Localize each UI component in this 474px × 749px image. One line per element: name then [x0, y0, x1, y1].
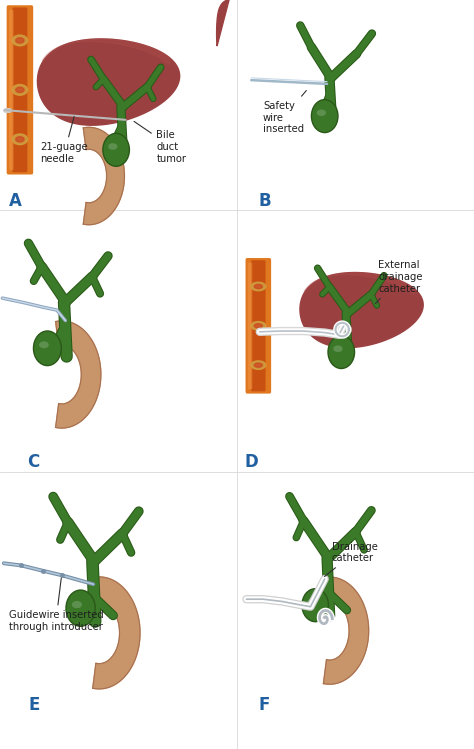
- Ellipse shape: [311, 100, 338, 133]
- Polygon shape: [43, 39, 169, 64]
- FancyBboxPatch shape: [7, 5, 33, 175]
- Ellipse shape: [307, 598, 317, 605]
- Ellipse shape: [16, 87, 24, 93]
- Ellipse shape: [39, 342, 49, 348]
- Ellipse shape: [34, 331, 61, 366]
- Ellipse shape: [12, 35, 27, 46]
- Ellipse shape: [251, 282, 266, 291]
- Ellipse shape: [251, 321, 266, 330]
- Text: A: A: [9, 192, 21, 210]
- Polygon shape: [83, 127, 124, 225]
- Text: Drainage
catheter: Drainage catheter: [325, 542, 378, 577]
- FancyBboxPatch shape: [12, 7, 27, 172]
- Text: External
drainage
catheter: External drainage catheter: [375, 261, 423, 303]
- Polygon shape: [55, 321, 101, 428]
- Text: D: D: [244, 453, 258, 471]
- Ellipse shape: [16, 136, 24, 142]
- Polygon shape: [300, 273, 423, 348]
- Text: Safety
wire
inserted: Safety wire inserted: [263, 91, 306, 134]
- Ellipse shape: [333, 345, 343, 352]
- Polygon shape: [217, 0, 229, 46]
- Polygon shape: [304, 273, 414, 295]
- Ellipse shape: [328, 336, 355, 369]
- FancyBboxPatch shape: [246, 258, 271, 394]
- Text: 21-guage
needle: 21-guage needle: [40, 117, 88, 164]
- Ellipse shape: [251, 361, 266, 369]
- Ellipse shape: [72, 601, 82, 608]
- Text: E: E: [28, 696, 40, 714]
- Ellipse shape: [66, 590, 95, 626]
- Ellipse shape: [255, 285, 262, 288]
- Text: Guidewire inserted
through introducer: Guidewire inserted through introducer: [9, 578, 103, 632]
- FancyBboxPatch shape: [248, 263, 252, 389]
- Ellipse shape: [255, 324, 262, 328]
- FancyBboxPatch shape: [251, 261, 265, 392]
- Ellipse shape: [12, 85, 27, 95]
- Ellipse shape: [302, 589, 328, 622]
- Polygon shape: [93, 577, 140, 689]
- Ellipse shape: [16, 37, 24, 43]
- Polygon shape: [37, 39, 180, 125]
- Ellipse shape: [12, 134, 27, 145]
- Polygon shape: [323, 577, 369, 684]
- Text: Bile
duct
tumor: Bile duct tumor: [134, 121, 186, 163]
- FancyBboxPatch shape: [9, 10, 13, 170]
- Ellipse shape: [255, 363, 262, 367]
- Ellipse shape: [108, 143, 118, 150]
- Text: B: B: [258, 192, 271, 210]
- Text: C: C: [27, 453, 40, 471]
- Ellipse shape: [317, 109, 326, 116]
- Ellipse shape: [103, 133, 129, 166]
- Text: F: F: [258, 696, 270, 714]
